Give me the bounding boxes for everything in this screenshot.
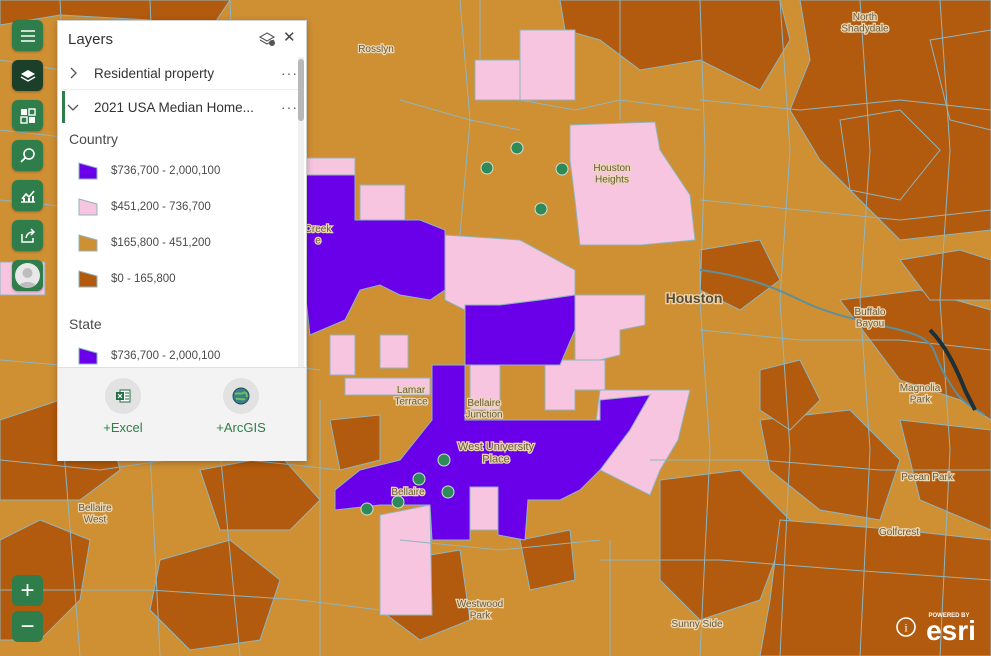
search-button[interactable] [12,140,43,171]
map-label: Pecan Park [901,472,954,483]
analysis-chart-icon [20,189,35,203]
map-label: Bellaire West [78,503,112,526]
map-place-labels: Rosslyn North Shadydale Houston Heights Ho… [77,11,955,632]
share-icon [20,227,35,243]
map-label: North Shadydale [841,12,889,35]
layer-name: 2021 USA Median Home... [94,99,254,115]
arcgis-label: ArcGIS [223,420,266,435]
chevron-right-icon[interactable] [62,57,84,89]
layer-options-button[interactable]: ··· [281,65,298,81]
residential-property-points[interactable] [360,141,569,516]
svg-text:i: i [904,621,908,635]
chevron-down-icon[interactable] [62,91,84,123]
layer-row-residential-property[interactable]: Residential property ··· [62,57,298,90]
layers-button[interactable] [12,60,43,91]
legend-item: $0 - 165,800 [77,267,176,291]
active-layer-indicator [62,91,65,123]
add-excel-button[interactable]: +Excel [78,378,168,435]
swatch-icon [78,162,98,180]
zoom-in-button[interactable]: + [12,575,43,606]
map-label: Houston Heights [593,163,630,186]
basemap-gallery-icon [19,107,36,124]
swatch-icon [78,270,98,288]
panel-title: Layers [68,30,114,48]
map-label: Rosslyn [358,44,394,55]
layers-panel-header: Layers ✕ [58,21,306,57]
info-icon[interactable] [896,617,916,637]
layers-icon [20,69,35,82]
map-label: Sunny Side [671,619,723,630]
high-value-regions [304,174,651,541]
panel-footer: +Excel +ArcGIS [58,367,306,461]
menu-button[interactable] [12,20,43,51]
map-label: West University Place [458,441,535,466]
legend-item: $736,700 - 2,000,100 [77,344,220,368]
map-label: Lamar Terrace [394,385,428,408]
panel-scrollbar[interactable] [298,57,304,387]
map-label: Bellaire Junction [465,398,502,421]
add-arcgis-button[interactable]: +ArcGIS [196,378,286,435]
analysis-button[interactable] [12,180,43,211]
map-label: Houston [666,290,723,306]
layers-panel: Layers ✕ Residential property ··· 2021 U… [57,20,307,461]
plus-icon: + [216,420,224,435]
map-label: Westwood Park [457,599,504,622]
mid-high-value-regions [0,29,696,616]
map-label: Creek e [305,224,333,247]
zoom-out-button[interactable]: − [12,611,43,642]
menu-icon [20,29,35,42]
map-label: Magnolia Park [900,383,941,406]
legend-item: $451,200 - 736,700 [77,195,211,219]
legend-item: $736,700 - 2,000,100 [77,159,220,183]
excel-icon [105,378,141,414]
legend-group-title: State [69,316,102,332]
legend-group-title: Country [69,131,119,147]
basemap-gallery-button[interactable] [12,100,43,131]
user-avatar-icon [15,263,40,288]
arcgis-globe-icon [223,378,259,414]
esri-logo: esri [926,615,976,646]
buffalo-bayou-river [699,269,986,416]
legend-item: $165,800 - 451,200 [77,231,211,255]
layer-settings-button[interactable] [258,30,276,53]
excel-label: Excel [110,420,143,435]
svg-text:POWERED BY: POWERED BY [928,613,969,619]
layer-stack-icon [258,32,276,46]
search-icon [19,147,35,163]
close-icon: ✕ [283,29,296,46]
scrollbar-thumb[interactable] [298,59,304,121]
map-label: Buffalo Bayou [855,307,886,330]
ship-channel [928,328,977,411]
esri-attribution: i POWERED BY esri [895,609,989,649]
swatch-icon [78,347,98,365]
layer-options-button[interactable]: ··· [281,99,298,115]
close-panel-button[interactable]: ✕ [283,28,296,46]
share-button[interactable] [12,220,43,251]
map-label: Bellaire [391,487,425,498]
map-label: Golfcrest [879,527,919,538]
layer-name: Residential property [94,65,215,81]
user-account-button[interactable] [12,260,43,291]
layer-row-median-home-value[interactable]: 2021 USA Median Home... ··· [62,91,298,123]
swatch-icon [78,198,98,216]
plus-icon: + [103,420,111,435]
swatch-icon [78,234,98,252]
